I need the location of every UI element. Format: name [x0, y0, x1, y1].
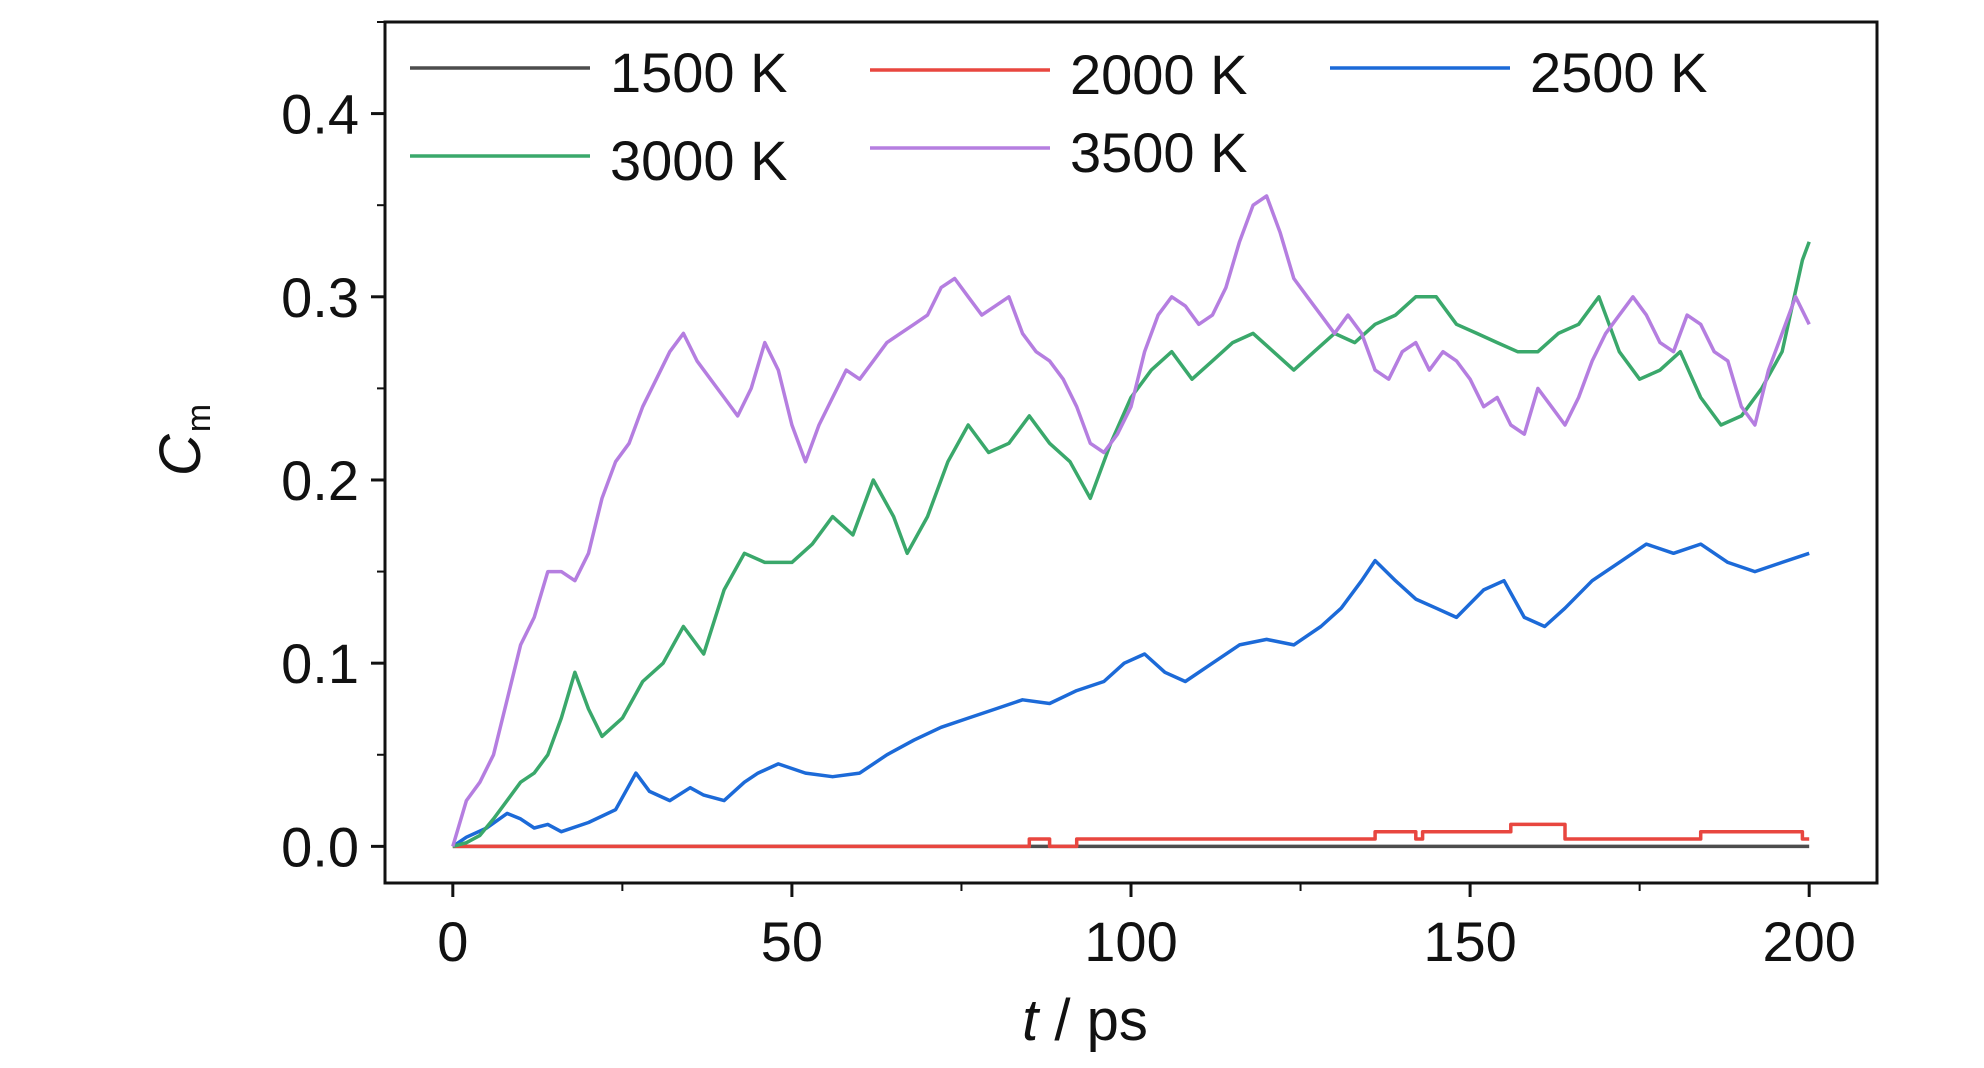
x-axis-ticks: 0 50 100 150 200: [437, 883, 1856, 973]
x-axis-title: t / ps: [1022, 988, 1148, 1053]
y-tick-label: 0.4: [281, 83, 359, 146]
y-tick-label: 0.0: [281, 815, 359, 878]
x-tick-label: 50: [761, 910, 823, 973]
y-tick-label: 0.3: [281, 266, 359, 329]
y-axis-ticks: 0.0 0.1 0.2 0.3 0.4: [281, 21, 385, 878]
series-line-2500-k: [451, 542, 1810, 848]
legend-label: 2000 K: [1070, 43, 1248, 106]
y-axis-title-subscript: m: [180, 404, 218, 432]
legend-label: 1500 K: [610, 41, 788, 104]
series-line-2000-k: [452, 822, 1810, 849]
series-lines: [451, 194, 1811, 849]
legend-label: 2500 K: [1530, 41, 1708, 104]
y-tick-label: 0.1: [281, 632, 359, 695]
legend: 1500 K 2000 K 2500 K 3000 K 3500 K: [410, 41, 1708, 192]
y-axis-title-text: Cm: [148, 404, 218, 476]
x-tick-label: 100: [1084, 910, 1177, 973]
y-tick-label: 0.2: [281, 449, 359, 512]
series-line-3000-k: [452, 241, 1811, 849]
x-axis-title-italic: t: [1022, 988, 1041, 1053]
legend-label: 3500 K: [1070, 121, 1248, 184]
x-tick-label: 200: [1762, 910, 1855, 973]
x-tick-label: 0: [437, 910, 468, 973]
y-axis-title: Cm: [148, 404, 218, 476]
series-line-3500-k: [451, 194, 1811, 847]
legend-label: 3000 K: [610, 129, 788, 192]
y-axis-title-main: C: [148, 433, 213, 476]
x-axis-title-unit: / ps: [1038, 988, 1148, 1053]
x-tick-label: 150: [1423, 910, 1516, 973]
